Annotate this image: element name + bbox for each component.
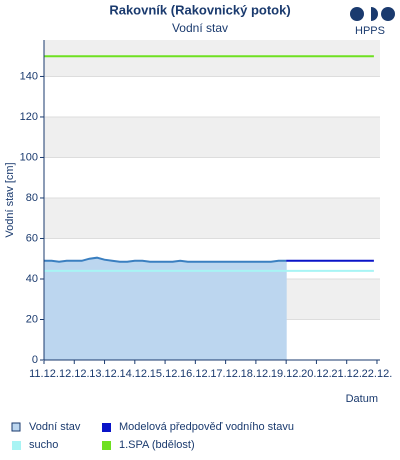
series-area bbox=[43, 257, 287, 361]
chart-title: Rakovník (Rakovnický potok) bbox=[109, 2, 290, 17]
legend-swatch bbox=[11, 422, 21, 432]
legend-label: Vodní stav bbox=[29, 421, 81, 433]
x-tick-label: 22.12. bbox=[362, 368, 393, 380]
legend-label: 1.SPA (bdělost) bbox=[119, 439, 195, 451]
legend-label: Modelová předpověď vodního stavu bbox=[119, 421, 294, 433]
legend-swatch bbox=[102, 423, 111, 432]
series-line bbox=[44, 256, 287, 263]
plot-band bbox=[44, 197, 380, 239]
y-tick-label: 20 bbox=[26, 313, 38, 325]
legend-swatch bbox=[102, 441, 111, 450]
y-tick-label: 100 bbox=[20, 151, 38, 163]
logo-circle bbox=[381, 7, 395, 21]
chart-subtitle: Vodní stav bbox=[172, 21, 228, 35]
y-tick-label: 140 bbox=[20, 70, 38, 82]
x-tick-label: 13.12. bbox=[89, 368, 120, 380]
logo: HPPS bbox=[350, 7, 395, 37]
x-tick-label: 12.12. bbox=[59, 368, 90, 380]
y-tick-label: 40 bbox=[26, 273, 38, 285]
legend-swatch bbox=[12, 441, 21, 450]
x-tick-label: 11.12. bbox=[29, 368, 59, 380]
y-axis-label: Vodní stav [cm] bbox=[4, 162, 16, 237]
x-tick-label: 15.12. bbox=[150, 368, 181, 380]
x-axis-label: Datum bbox=[346, 393, 378, 405]
x-tick-label: 21.12. bbox=[331, 368, 362, 380]
x-tick-label: 16.12. bbox=[180, 368, 211, 380]
y-tick-label: 80 bbox=[26, 192, 38, 204]
x-tick-label: 18.12. bbox=[241, 368, 272, 380]
y-tick-label: 60 bbox=[26, 232, 38, 244]
plot-band bbox=[44, 40, 380, 77]
legend-label: sucho bbox=[29, 439, 58, 451]
logo-cut bbox=[364, 7, 371, 21]
y-tick-label: 0 bbox=[32, 354, 38, 366]
logo-text: HPPS bbox=[355, 25, 385, 37]
x-tick-label: 19.12. bbox=[271, 368, 302, 380]
y-tick-label: 120 bbox=[20, 111, 38, 123]
logo-circle bbox=[350, 7, 364, 21]
x-tick-label: 20.12. bbox=[301, 368, 332, 380]
x-tick-label: 14.12. bbox=[120, 368, 151, 380]
x-tick-label: 17.12. bbox=[210, 368, 241, 380]
plot-band bbox=[44, 116, 380, 158]
